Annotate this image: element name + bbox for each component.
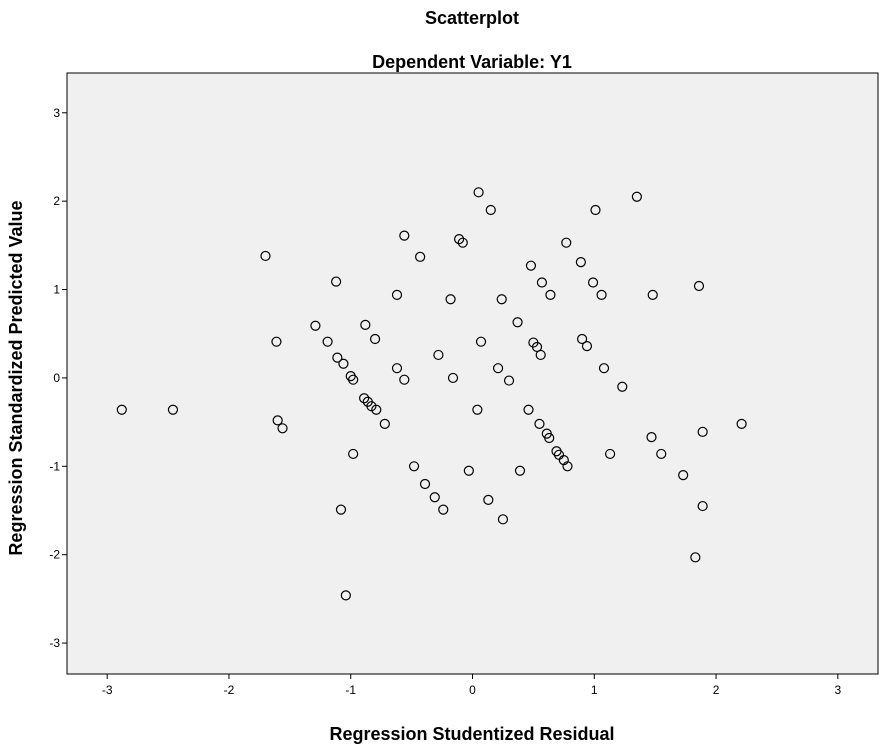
point: [581, 341, 593, 352]
point: [558, 455, 569, 466]
point: [429, 492, 440, 503]
chart-title: Scatterplot: [425, 8, 519, 28]
point: [678, 470, 689, 481]
x-tick-label: 0: [469, 683, 476, 697]
y-tick-label: -3: [49, 636, 60, 650]
point: [512, 317, 523, 328]
point: [391, 289, 403, 300]
x-tick-label: 2: [713, 683, 720, 697]
point: [331, 276, 342, 287]
point: [348, 448, 359, 460]
y-tick-label: 0: [53, 371, 60, 385]
point: [447, 372, 459, 384]
point: [445, 294, 456, 305]
point: [496, 294, 507, 305]
point: [472, 404, 483, 415]
point: [697, 426, 708, 437]
point: [369, 333, 381, 345]
point: [371, 404, 382, 415]
point: [332, 352, 343, 363]
point: [415, 251, 426, 262]
point: [463, 465, 474, 476]
point: [310, 320, 321, 331]
point: [561, 237, 572, 248]
point: [503, 375, 515, 386]
point: [340, 590, 351, 601]
point: [359, 393, 370, 404]
point: [736, 418, 747, 429]
point: [473, 187, 484, 198]
chart-subtitle: Dependent Variable: Y1: [372, 52, 572, 72]
y-tick-label: 1: [53, 283, 60, 297]
point: [399, 230, 410, 241]
point: [523, 404, 534, 415]
y-tick-label: -2: [49, 548, 60, 562]
point: [360, 319, 371, 330]
x-tick-label: -2: [224, 683, 235, 697]
x-tick-label: 1: [591, 683, 598, 697]
point: [335, 504, 347, 515]
point: [693, 280, 705, 292]
y-axis-label: Regression Standardized Predicted Value: [6, 200, 26, 555]
point: [338, 358, 349, 369]
point: [536, 277, 548, 288]
point: [116, 404, 127, 415]
point: [492, 363, 504, 374]
point: [576, 333, 588, 345]
point: [697, 500, 708, 512]
point: [379, 418, 390, 429]
point: [277, 423, 288, 434]
point: [454, 234, 465, 245]
point: [545, 289, 556, 300]
point: [483, 494, 494, 505]
point: [605, 448, 616, 460]
point: [646, 432, 657, 443]
point: [562, 461, 573, 472]
x-tick-label: -3: [102, 683, 113, 697]
point: [535, 349, 546, 361]
point: [419, 478, 431, 490]
point: [544, 432, 555, 444]
point: [391, 363, 403, 374]
point: [617, 381, 628, 392]
point: [457, 237, 468, 248]
point: [690, 552, 701, 563]
y-tick-label: 3: [53, 106, 60, 120]
point: [590, 204, 601, 216]
point: [598, 363, 610, 374]
plot-area: [66, 72, 879, 675]
point: [322, 336, 333, 347]
point: [348, 374, 359, 385]
point: [408, 461, 420, 472]
point: [260, 250, 271, 262]
point: [438, 504, 449, 515]
x-tick-label: -1: [345, 683, 356, 697]
point: [656, 448, 667, 460]
point: [433, 349, 444, 361]
point: [647, 289, 658, 300]
point: [596, 289, 607, 300]
point: [587, 277, 599, 288]
point: [271, 336, 282, 347]
point: [497, 514, 509, 525]
point: [514, 465, 526, 476]
y-tick-label: 2: [53, 194, 60, 208]
point: [575, 257, 586, 268]
point: [399, 374, 410, 385]
x-axis-label: Regression Studentized Residual: [329, 724, 614, 744]
point: [272, 415, 283, 426]
point: [525, 260, 537, 271]
point: [167, 404, 179, 415]
point: [485, 204, 496, 216]
point: [534, 418, 545, 429]
point: [475, 336, 487, 347]
y-tick-label: -1: [49, 459, 60, 473]
point: [631, 191, 642, 202]
x-tick-label: 3: [834, 683, 841, 697]
